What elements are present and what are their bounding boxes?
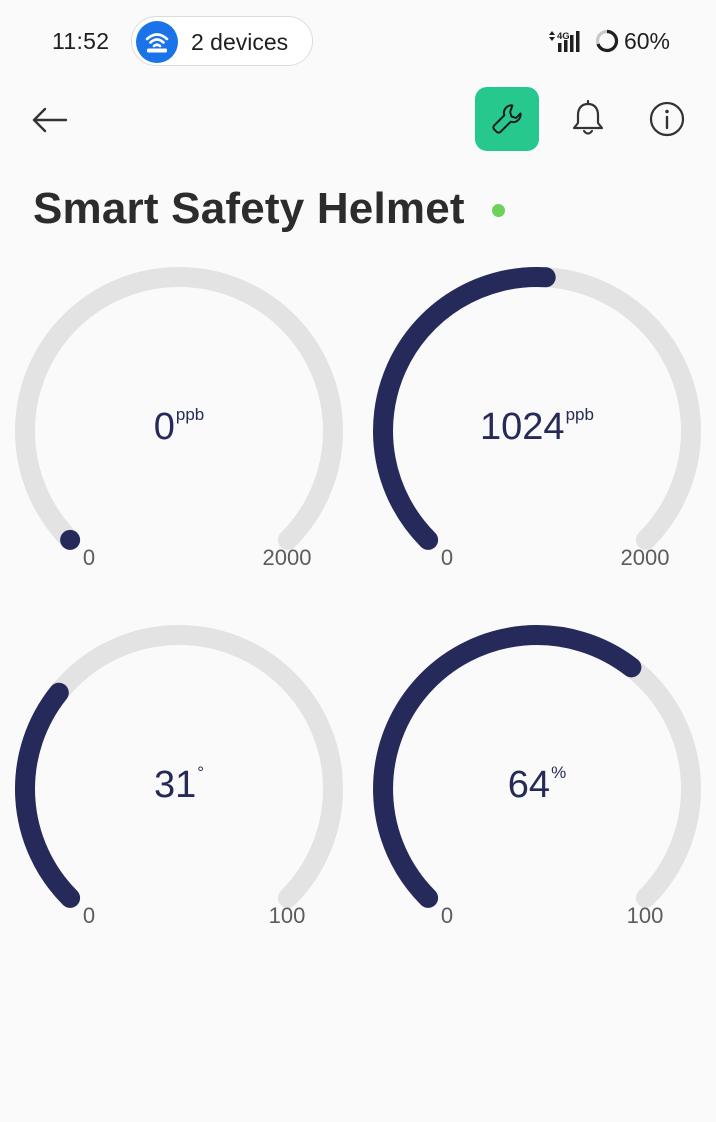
mobile-signal-icon: 4G	[548, 31, 580, 52]
gauge-min: 0	[440, 545, 454, 570]
gauge-value: 1024	[480, 406, 565, 448]
gauge-reading: 0ppb	[9, 405, 349, 449]
gauge-value: 64	[507, 764, 551, 806]
page-title: Smart Safety Helmet	[33, 184, 465, 233]
online-status-dot	[492, 204, 505, 217]
info-button[interactable]	[645, 97, 689, 141]
gauge-track	[15, 267, 343, 550]
gauge-temperature: 31° 0 100	[9, 619, 349, 949]
gauge-dial	[373, 625, 701, 908]
gauge-dial	[15, 267, 343, 550]
gauge-unit: ppb	[565, 405, 594, 424]
gauge-fill	[15, 682, 81, 908]
gauge-max: 2000	[262, 545, 312, 570]
gauge-fill	[373, 267, 556, 550]
wrench-icon	[492, 104, 522, 134]
wifi-router-icon	[136, 21, 178, 63]
gauge-reading: 31°	[9, 763, 349, 807]
gauge-max: 2000	[620, 545, 670, 570]
gauge-unit: %	[551, 763, 567, 782]
gauge-min: 0	[82, 903, 96, 928]
network-type: 4G	[557, 31, 570, 42]
gauge-max: 100	[626, 903, 664, 928]
bell-icon	[572, 99, 604, 135]
devices-label: 2 devices	[191, 29, 289, 55]
connected-devices-pill[interactable]: 2 devices	[131, 16, 313, 66]
gauge-value: 0	[153, 406, 175, 448]
gauge-ppb-1: 0ppb 0 2000	[9, 261, 349, 591]
device-settings-button[interactable]	[475, 87, 539, 151]
gauge-ppb-2: 1024ppb 0 2000	[367, 261, 707, 591]
status-time: 11:52	[52, 28, 110, 54]
gauge-unit: °	[197, 763, 205, 782]
gauge-value: 31	[153, 764, 197, 806]
info-icon	[649, 101, 685, 137]
gauge-fill	[373, 625, 642, 908]
status-indicators: 4G 60%	[548, 27, 670, 55]
notifications-button[interactable]	[566, 97, 610, 141]
gauge-unit: ppb	[175, 405, 205, 424]
back-button[interactable]	[26, 98, 72, 142]
gauge-max: 100	[268, 903, 306, 928]
gauge-reading: 1024ppb	[367, 405, 707, 449]
gauge-humidity: 64% 0 100	[367, 619, 707, 949]
gauge-min: 0	[82, 545, 96, 570]
gauge-min: 0	[440, 903, 454, 928]
battery-ring-icon	[595, 29, 619, 53]
arrow-left-icon	[32, 107, 68, 133]
battery-level: 60%	[623, 27, 670, 54]
gauge-dial	[373, 267, 701, 550]
gauge-dial	[15, 625, 343, 908]
status-bar: 11:52 2 devices 4G 60%	[0, 0, 716, 84]
gauge-reading: 64%	[367, 763, 707, 807]
